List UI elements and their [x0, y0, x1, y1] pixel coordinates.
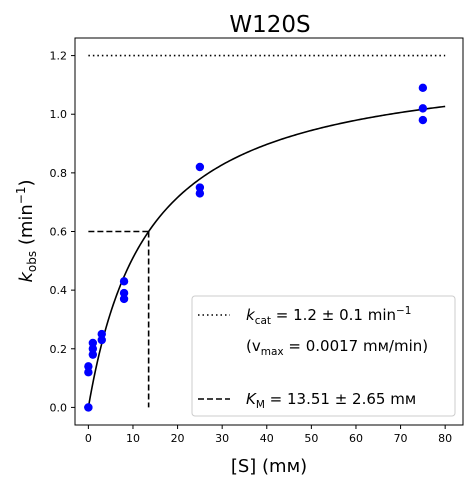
legend-box — [191, 295, 456, 417]
data-point — [97, 335, 106, 345]
y-tick-label: 1.2 — [50, 50, 68, 63]
legend-kcat-symbol: k — [246, 306, 256, 324]
y-tick-label: 1.0 — [50, 108, 68, 121]
legend-kcat-value: = 1.2 ± 0.1 min — [271, 306, 396, 324]
data-point — [195, 162, 205, 172]
data-point — [88, 338, 98, 348]
x-axis-label-prefix: [S] ( — [231, 456, 269, 477]
data-point — [119, 277, 129, 286]
data-point — [418, 115, 428, 125]
y-axis-label-close: ) — [16, 179, 37, 186]
x-tick-label: 10 — [126, 432, 140, 445]
data-points — [84, 83, 428, 412]
x-axis-label: [S] (mᴍ) — [231, 456, 307, 477]
legend-kcat-label: kcat = 1.2 ± 0.1 min−1 — [246, 305, 411, 327]
y-axis-label-superscript: −1 — [14, 186, 28, 204]
y-axis: 0.0 0.2 0.4 0.6 0.8 1.0 1.2 — [50, 50, 75, 414]
y-tick-label: 0.2 — [50, 343, 68, 356]
data-point — [119, 288, 129, 298]
data-point — [84, 362, 93, 371]
reference-lines — [88, 54, 446, 408]
data-point — [97, 329, 106, 339]
data-point — [195, 189, 205, 198]
data-point — [418, 83, 428, 93]
data-point — [418, 104, 428, 113]
data-point — [84, 368, 93, 377]
y-axis-label-symbol: k — [16, 271, 37, 283]
x-tick-label: 40 — [260, 432, 274, 445]
data-point — [88, 350, 98, 359]
data-point — [88, 344, 98, 353]
x-tick-label: 60 — [349, 432, 363, 445]
x-tick-label: 0 — [85, 432, 92, 445]
data-point — [119, 294, 129, 304]
x-tick-label: 50 — [304, 432, 318, 445]
x-tick-label: 80 — [438, 432, 452, 445]
y-tick-label: 0.6 — [50, 226, 68, 239]
legend-vmax-symbol: (v — [246, 337, 261, 355]
data-point — [195, 183, 205, 192]
x-axis-label-unit: mᴍ — [269, 456, 300, 477]
legend-kcat-subscript: cat — [255, 315, 271, 327]
legend-km-symbol: K — [246, 390, 257, 408]
legend: kcat = 1.2 ± 0.1 min−1 (vmax = 0.0017 mᴍ… — [191, 295, 456, 417]
y-tick-label: 0.8 — [50, 167, 68, 180]
fit-curve-layer — [87, 105, 446, 408]
y-axis-label-subscript: obs — [25, 251, 39, 272]
y-tick-label: 0.0 — [50, 401, 68, 414]
legend-vmax-label: (vmax = 0.0017 mᴍ/min) — [246, 337, 428, 358]
y-axis-label: kobs (min−1) — [14, 179, 39, 282]
michaelis-menten-fit-curve — [87, 105, 446, 408]
x-tick-label: 30 — [215, 432, 229, 445]
legend-kcat-superscript: −1 — [396, 305, 411, 317]
x-tick-label: 20 — [171, 432, 185, 445]
x-axis-label-suffix: ) — [300, 456, 307, 477]
legend-km-label: KM = 13.51 ± 2.65 mᴍ — [246, 390, 416, 411]
y-tick-label: 0.4 — [50, 284, 68, 297]
x-tick-label: 70 — [394, 432, 408, 445]
data-point — [84, 403, 93, 412]
x-axis: 0 10 20 30 40 50 60 70 80 — [85, 425, 452, 445]
chart-title: W120S — [229, 12, 310, 38]
legend-vmax-value: = 0.0017 mᴍ/min) — [284, 337, 428, 355]
legend-km-subscript: M — [256, 399, 265, 411]
legend-vmax-subscript: max — [261, 346, 284, 358]
legend-km-value: = 13.51 ± 2.65 mᴍ — [265, 390, 416, 408]
y-axis-label-unit: (min — [16, 204, 37, 251]
